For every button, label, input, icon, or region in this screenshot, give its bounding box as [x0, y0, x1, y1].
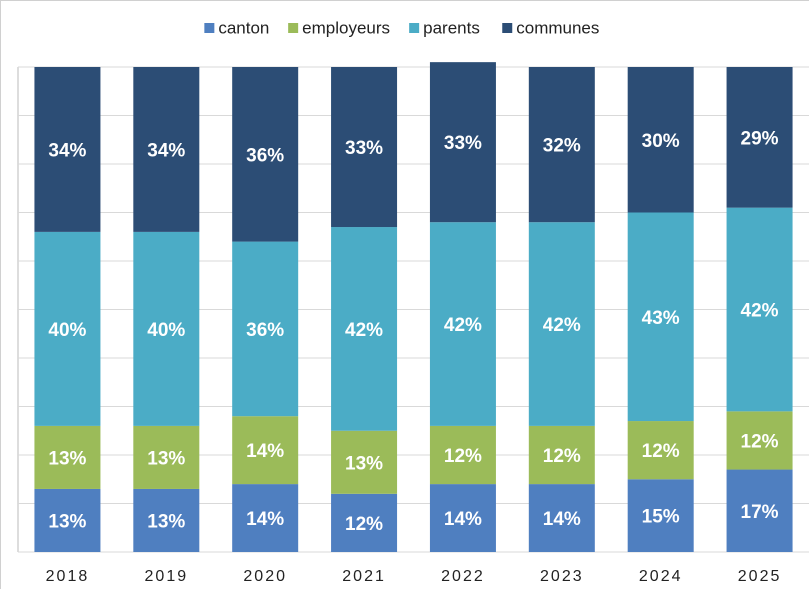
x-tick-label: 2024 [639, 568, 683, 585]
value-label: 15% [642, 507, 680, 528]
value-label: 29% [741, 128, 779, 149]
bar-segment [34, 488, 101, 552]
x-tick-label: 2020 [243, 568, 287, 585]
bar-segment [331, 67, 398, 228]
value-label: 12% [543, 446, 581, 467]
legend-swatch [204, 23, 215, 33]
bar-segment [726, 469, 793, 552]
bar-segment [133, 231, 200, 426]
bar-segment [232, 416, 299, 485]
bar-segment [726, 207, 793, 412]
bar-segment [528, 484, 595, 552]
value-label: 32% [543, 136, 581, 157]
value-label: 12% [444, 446, 482, 467]
value-label: 14% [246, 441, 284, 462]
value-label: 40% [147, 320, 185, 341]
legend-label: communes [516, 18, 599, 37]
value-label: 12% [345, 514, 383, 535]
value-label: 13% [147, 511, 185, 532]
value-label: 33% [444, 133, 482, 154]
x-tick-label: 2019 [145, 568, 189, 585]
bar-segment [528, 67, 595, 223]
value-label: 40% [48, 320, 86, 341]
bar-segment [429, 222, 496, 426]
value-label: 13% [147, 448, 185, 469]
value-label: 17% [741, 502, 779, 523]
value-label: 12% [741, 431, 779, 452]
bar-segment [429, 484, 496, 552]
bar-segment [429, 425, 496, 485]
bar-segment [331, 493, 398, 552]
legend-label: canton [218, 18, 269, 37]
bar-segment [331, 430, 398, 494]
value-label: 42% [345, 320, 383, 341]
bar-segment [133, 488, 200, 552]
value-label: 12% [642, 441, 680, 462]
value-label: 36% [246, 145, 284, 166]
value-label: 42% [741, 301, 779, 322]
value-label: 34% [48, 140, 86, 161]
value-label: 13% [48, 448, 86, 469]
legend-swatch [288, 23, 299, 33]
value-label: 43% [642, 308, 680, 329]
legend-label: parents [423, 18, 480, 37]
bar-segment [627, 67, 694, 213]
legend-swatch [502, 23, 513, 33]
bar-segment [232, 67, 299, 242]
value-label: 13% [48, 511, 86, 532]
value-label: 14% [444, 509, 482, 530]
bar-segment [232, 484, 299, 552]
x-tick-label: 2022 [441, 568, 485, 585]
bar-segment [726, 411, 793, 470]
value-label: 42% [444, 315, 482, 336]
bar-segment [627, 421, 694, 480]
value-label: 34% [147, 140, 185, 161]
x-tick-label: 2018 [46, 568, 90, 585]
legend-label: employeurs [302, 18, 390, 37]
bar-segment [528, 222, 595, 426]
value-label: 36% [246, 320, 284, 341]
value-label: 13% [345, 453, 383, 474]
x-tick-label: 2021 [342, 568, 386, 585]
x-tick-label: 2023 [540, 568, 584, 585]
bar-segment [726, 67, 793, 208]
bar-segment [528, 425, 595, 485]
bar-segment [34, 231, 101, 426]
legend-swatch [409, 23, 420, 33]
bar-segment [133, 67, 200, 232]
bar-segment [429, 62, 496, 223]
bar-segment [34, 67, 101, 232]
value-label: 30% [642, 131, 680, 152]
x-tick-label: 2025 [738, 568, 782, 585]
bar-segment [627, 212, 694, 422]
bar-segment [627, 479, 694, 552]
bar-segment [34, 425, 101, 489]
bar-segment [133, 425, 200, 489]
value-label: 42% [543, 315, 581, 336]
value-label: 14% [246, 509, 284, 530]
bar-segment [331, 227, 398, 431]
value-label: 14% [543, 509, 581, 530]
value-label: 33% [345, 138, 383, 159]
bar-segment [232, 241, 299, 417]
